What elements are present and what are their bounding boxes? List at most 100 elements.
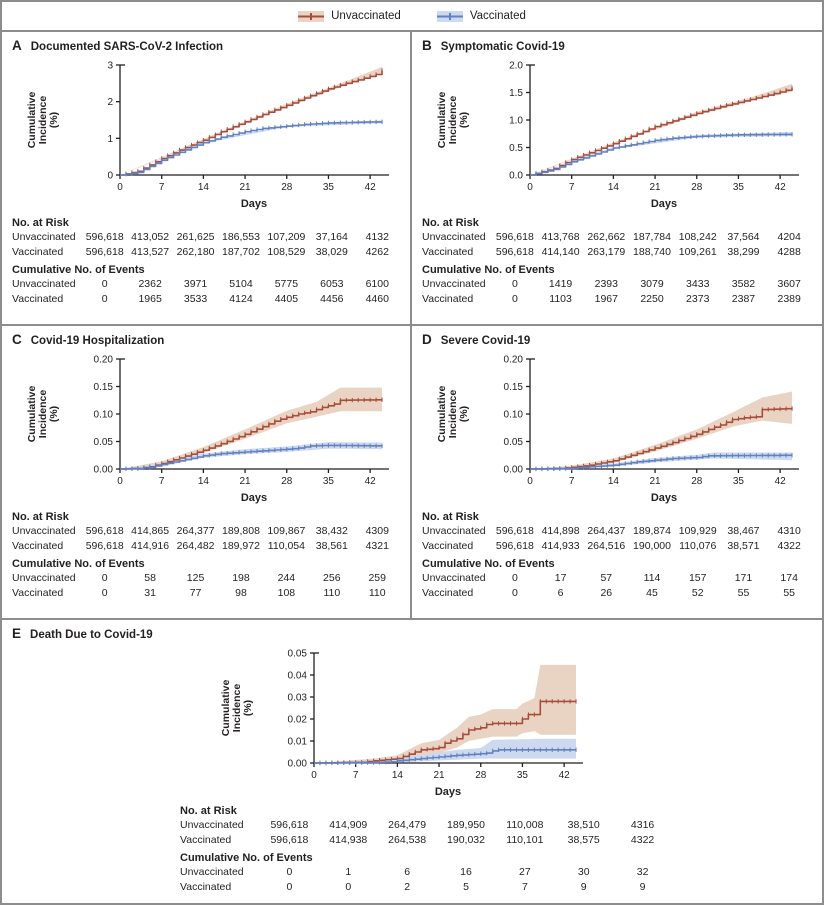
- panel-title: Severe Covid-19: [440, 335, 531, 347]
- no-at-risk-heading: No. at Risk: [422, 217, 479, 229]
- legend-label-unvaccinated: Unvaccinated: [331, 10, 401, 22]
- value-cell: 38,571: [727, 540, 760, 552]
- value-cell: 4124: [229, 293, 253, 305]
- value-cell: 110: [323, 587, 341, 599]
- value-cell: 27: [519, 866, 531, 878]
- y-tick-label: 0.5: [509, 143, 523, 154]
- row-label: Unvaccinated: [180, 819, 244, 831]
- panel-letter: D: [422, 332, 432, 347]
- cumulative-events-row-unvaccinated: Unvaccinated 0 1 6 16 27 30 32: [180, 865, 672, 880]
- value-cell: 264,377: [176, 525, 215, 537]
- value-cell: 414,898: [541, 525, 580, 537]
- value-cell: 2387: [731, 293, 756, 305]
- y-tick-label: 0.20: [94, 355, 114, 366]
- y-axis-label: CumulativeIncidence(%): [436, 92, 470, 149]
- y-tick-label: 1.5: [509, 88, 523, 99]
- svg-text:CumulativeIncidence(%): CumulativeIncidence(%): [26, 386, 60, 443]
- series-line-unvaccinated: [530, 88, 793, 176]
- panel-d: D Severe Covid-19 0.00 0.05 0.10 0.15 0.20 0 7 14…: [412, 326, 822, 620]
- panel-letter: A: [12, 38, 22, 53]
- value-cell: 3079: [640, 278, 664, 290]
- value-cell: 261,625: [176, 231, 215, 243]
- panel-letter: E: [12, 626, 22, 641]
- value-cell: 0: [101, 278, 108, 290]
- value-cell: 596,618: [270, 834, 309, 846]
- censor-ticks-vaccinated: [535, 132, 793, 176]
- y-tick-label: 0.01: [288, 737, 308, 748]
- value-cell: 414,916: [131, 540, 170, 552]
- value-cell: 2373: [686, 293, 710, 305]
- value-cell: 4316: [630, 819, 655, 831]
- panel-title-row-b: B Symptomatic Covid-19: [422, 38, 812, 53]
- value-cell: 7: [521, 881, 528, 893]
- panel-body: 0.00 0.05 0.10 0.15 0.20 0 7 14 21 28 35 42 Days Cumu…: [422, 349, 812, 601]
- value-cell: 189,972: [221, 540, 260, 552]
- x-tick-label: 0: [527, 182, 533, 193]
- value-cell: 108,242: [678, 231, 717, 243]
- no-at-risk-row-unvaccinated: Unvaccinated 596,618 414,865 264,377 189,808…: [12, 524, 400, 539]
- value-cell: 17: [554, 572, 567, 584]
- value-cell: 0: [511, 572, 518, 584]
- panel-letter: B: [422, 38, 432, 53]
- value-cell: 596,618: [495, 540, 534, 552]
- x-tick-label: 42: [775, 182, 787, 193]
- y-tick-label: 1.0: [509, 116, 523, 127]
- censor-ticks-vaccinated: [125, 119, 383, 177]
- x-tick-label: 7: [159, 476, 165, 487]
- value-cell: 3607: [777, 278, 801, 290]
- no-at-risk-heading: No. at Risk: [12, 511, 69, 523]
- y-tick-label: 0.15: [94, 382, 114, 393]
- x-tick-label: 35: [733, 182, 745, 193]
- value-cell: 125: [186, 572, 205, 584]
- y-tick-label: 0.10: [94, 410, 114, 421]
- x-axis-label: Days: [651, 492, 677, 504]
- value-cell: 6: [557, 587, 564, 599]
- cumulative-events-row-vaccinated: Vaccinated 0 1103 1967 2250 2373 2387 2389: [422, 292, 812, 307]
- svg-text:CumulativeIncidence(%): CumulativeIncidence(%): [436, 92, 470, 149]
- panel-body: 0.0 0.5 1.0 1.5 2.0 0 7 14 21 28 35 42 Days Cumulativ…: [422, 55, 812, 307]
- value-cell: 198: [232, 572, 250, 584]
- value-cell: 3433: [686, 278, 710, 290]
- y-tick-label: 0.00: [288, 759, 308, 770]
- legend-item-vaccinated: Vaccinated: [436, 10, 526, 23]
- y-axis-label: CumulativeIncidence(%): [436, 386, 470, 443]
- unvaccinated-line-swatch-icon: [298, 10, 325, 22]
- panel-e: E Death Due to Covid-19 0.00 0.01 0.02 0.03 0.…: [12, 626, 812, 895]
- x-tick-label: 7: [569, 476, 575, 487]
- chart-svg-panel-C: 0.00 0.05 0.10 0.15 0.20 0 7 14 21 28 35 42 Days Cumu…: [26, 355, 390, 504]
- value-cell: 264,437: [587, 525, 626, 537]
- panel-body: 0 1 2 3 0 7 14 21 28 35 42 Days CumulativeIncidence(…: [12, 55, 400, 307]
- axes: [529, 64, 800, 176]
- value-cell: 187,702: [221, 246, 260, 258]
- confidence-band-unvaccinated: [530, 391, 792, 469]
- row-label: Vaccinated: [422, 540, 474, 552]
- confidence-band-unvaccinated: [530, 83, 792, 175]
- svg-text:CumulativeIncidence(%): CumulativeIncidence(%): [26, 92, 60, 149]
- cumulative-events-heading: Cumulative No. of Events: [422, 558, 555, 570]
- x-tick-label: 14: [198, 476, 210, 487]
- x-tick-label: 21: [434, 770, 446, 781]
- panels-grid: A Documented SARS-CoV-2 Infection 0 1 2 3 0 7 14…: [2, 32, 822, 620]
- value-cell: 263,179: [587, 246, 626, 258]
- value-cell: 1967: [594, 293, 618, 305]
- panel-title: Death Due to Covid-19: [30, 629, 153, 641]
- y-tick-label: 0: [107, 171, 113, 182]
- value-cell: 186,553: [221, 231, 260, 243]
- cumulative-events-row-vaccinated: Vaccinated 0 31 77 98 108 110 110: [12, 586, 400, 601]
- value-cell: 190,000: [633, 540, 671, 552]
- value-cell: 596,618: [270, 819, 309, 831]
- value-cell: 58: [144, 572, 156, 584]
- cumulative-events-heading: Cumulative No. of Events: [12, 558, 145, 570]
- value-cell: 110: [368, 587, 386, 599]
- cumulative-events-row-vaccinated: Vaccinated 0 1965 3533 4124 4405 4456 4460: [12, 292, 400, 307]
- cumulative-events-row-unvaccinated: Unvaccinated 0 2362 3971 5104 5775 6053 6100: [12, 277, 400, 292]
- row-label: Vaccinated: [12, 293, 64, 305]
- chart-svg-panel-D: 0.00 0.05 0.10 0.15 0.20 0 7 14 21 28 35 42 Days Cumu…: [436, 355, 800, 504]
- value-cell: 109,929: [678, 525, 717, 537]
- y-axis-label: CumulativeIncidence(%): [220, 680, 254, 737]
- y-tick-label: 0.02: [288, 715, 308, 726]
- value-cell: 187,784: [633, 231, 671, 243]
- panel-b: B Symptomatic Covid-19 0.0 0.5 1.0 1.5 2.0 0 7 14…: [412, 32, 822, 326]
- chart-svg-panel-A: 0 1 2 3 0 7 14 21 28 35 42 Days CumulativeIncidence(…: [26, 61, 390, 210]
- value-cell: 244: [277, 572, 296, 584]
